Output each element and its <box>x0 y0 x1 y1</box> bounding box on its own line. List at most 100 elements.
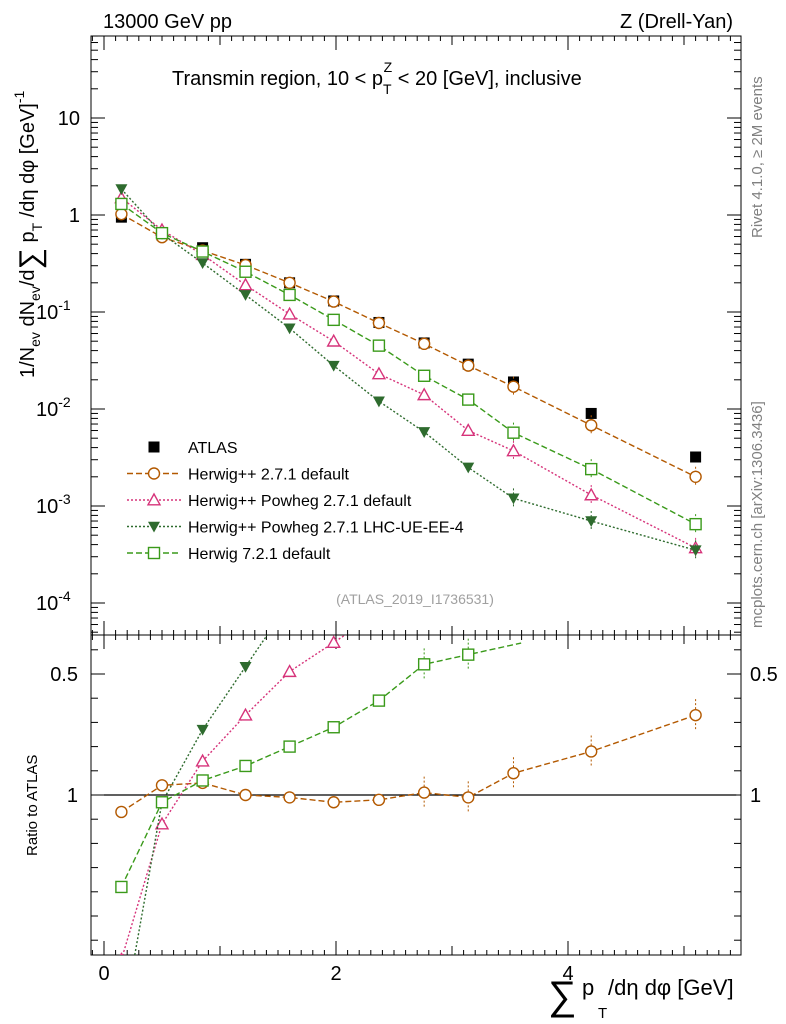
ratio-y-tick-label: 1 <box>67 785 78 807</box>
main-data-point <box>115 207 128 221</box>
ratio-data-point <box>417 786 431 799</box>
legend-marker <box>147 467 161 480</box>
main-data-point <box>690 451 702 463</box>
ratio-y-tick-label-right: 1 <box>750 785 761 807</box>
main-data-point <box>461 423 476 437</box>
ratio-data-point <box>372 793 386 807</box>
ratio-data-point <box>372 694 386 707</box>
main-y-tick-label: 10-3 <box>36 491 71 518</box>
ratio-data-point <box>196 774 209 787</box>
ratio-series-line <box>134 635 269 955</box>
ratio-data-point <box>154 816 170 830</box>
main-data-point <box>327 313 340 327</box>
ratio-data-point <box>119 952 124 955</box>
ratio-panel: 0.50.51122024 Ratio to ATLAS ∑ p T /dη d… <box>24 634 778 1022</box>
x-tick-label: 2 <box>330 963 341 985</box>
main-data-point <box>283 276 296 290</box>
main-data-point <box>327 295 340 308</box>
ratio-series-3 <box>115 638 522 894</box>
legend-label: Herwig 7.2.1 default <box>188 546 331 563</box>
x-label-rest: /dη dφ [GeV] <box>608 975 734 1000</box>
legend-marker <box>147 546 161 560</box>
ratio-series-0 <box>115 699 702 819</box>
main-data-point <box>506 443 521 457</box>
legend-label: Herwig++ Powheg 2.7.1 LHC-UE-EE-4 <box>188 520 464 537</box>
main-axis-ticks <box>91 35 741 635</box>
main-data-point <box>155 226 169 240</box>
ratio-tick-labels: 0.50.51122024 <box>50 664 778 985</box>
main-series-line <box>121 213 696 478</box>
ratio-series <box>115 635 702 955</box>
main-series <box>114 184 703 561</box>
main-data-point <box>239 265 252 278</box>
main-data-point <box>371 366 387 380</box>
ratio-data-point <box>155 796 169 809</box>
ratio-data-point <box>239 759 252 773</box>
main-data-point <box>372 339 386 352</box>
legend-marker <box>148 521 160 533</box>
main-data-point <box>585 516 598 528</box>
ratio-data-point <box>283 791 296 804</box>
ratio-series-line <box>120 642 522 888</box>
main-data-point <box>283 323 296 335</box>
ratio-data-point <box>283 740 296 753</box>
ratio-data-point <box>196 724 209 736</box>
ratio-data-point <box>327 796 340 809</box>
main-series-line <box>120 188 696 551</box>
ratio-data-point <box>417 658 431 671</box>
ratio-data-point <box>327 721 340 734</box>
main-data-point <box>462 359 475 372</box>
ratio-data-point <box>462 648 475 661</box>
legend-marker <box>146 492 162 506</box>
title-sup: Z <box>384 59 393 75</box>
main-data-point <box>585 419 598 432</box>
main-data-point <box>462 462 475 474</box>
main-title: Transmin region, 10 < pTZ < 20 [GeV], in… <box>172 59 582 97</box>
header-left: 13000 GeV pp <box>103 11 232 33</box>
main-data-point <box>115 184 128 196</box>
ratio-data-point <box>585 745 598 758</box>
header-right: Z (Drell-Yan) <box>620 11 733 33</box>
ratio-data-point <box>238 707 253 721</box>
ratio-data-point <box>195 753 210 767</box>
main-data-point <box>507 493 520 505</box>
main-y-label: 1/Nev dNev/d∑ pT /dη dφ [GeV]-1 <box>11 90 47 378</box>
main-data-point <box>507 426 520 439</box>
x-label-p: p <box>582 975 594 1000</box>
ratio-data-point <box>239 661 252 673</box>
mcplots-label: mcplots.cern.ch [arXiv:1306.3436] <box>749 401 766 628</box>
main-y-tick-label: 1 <box>69 205 80 227</box>
main-data-point <box>585 407 597 419</box>
ratio-data-point <box>239 788 252 802</box>
main-data-point <box>283 288 296 302</box>
title-sub: T <box>383 81 392 97</box>
main-data-point <box>326 333 341 347</box>
legend-label: ATLAS <box>188 440 238 457</box>
ratio-series-line <box>121 714 696 813</box>
ratio-y-tick-label-right: 0.5 <box>750 664 778 686</box>
main-data-point <box>372 396 385 408</box>
main-data-point <box>585 462 598 476</box>
ratio-data-point <box>155 779 169 792</box>
legend-marker <box>148 441 160 453</box>
ratio-data-point <box>282 664 297 678</box>
main-y-tick-label: 10 <box>58 108 80 130</box>
main-data-point <box>417 337 431 351</box>
ratio-data-point <box>689 708 702 722</box>
main-data-point <box>689 545 702 557</box>
rivet-label: Rivet 4.1.0, ≥ 2M events <box>749 76 766 238</box>
main-data-point <box>584 487 599 501</box>
main-data-point <box>689 470 702 484</box>
x-tick-label: 0 <box>98 963 109 985</box>
main-data-point <box>689 517 702 531</box>
legend: ATLAS Herwig++ 2.7.1 default Herwig++ Powh… <box>127 440 464 563</box>
main-data-point <box>462 393 475 406</box>
analysis-watermark: (ATLAS_2019_I1736531) <box>336 591 494 607</box>
main-data-point <box>372 316 386 330</box>
main-data-point <box>115 197 128 211</box>
main-data-point <box>196 245 209 258</box>
ratio-y-tick-label: 0.5 <box>50 664 78 686</box>
x-label-sum: ∑ <box>548 974 577 1018</box>
main-y-tick-label: 10-4 <box>36 588 71 615</box>
